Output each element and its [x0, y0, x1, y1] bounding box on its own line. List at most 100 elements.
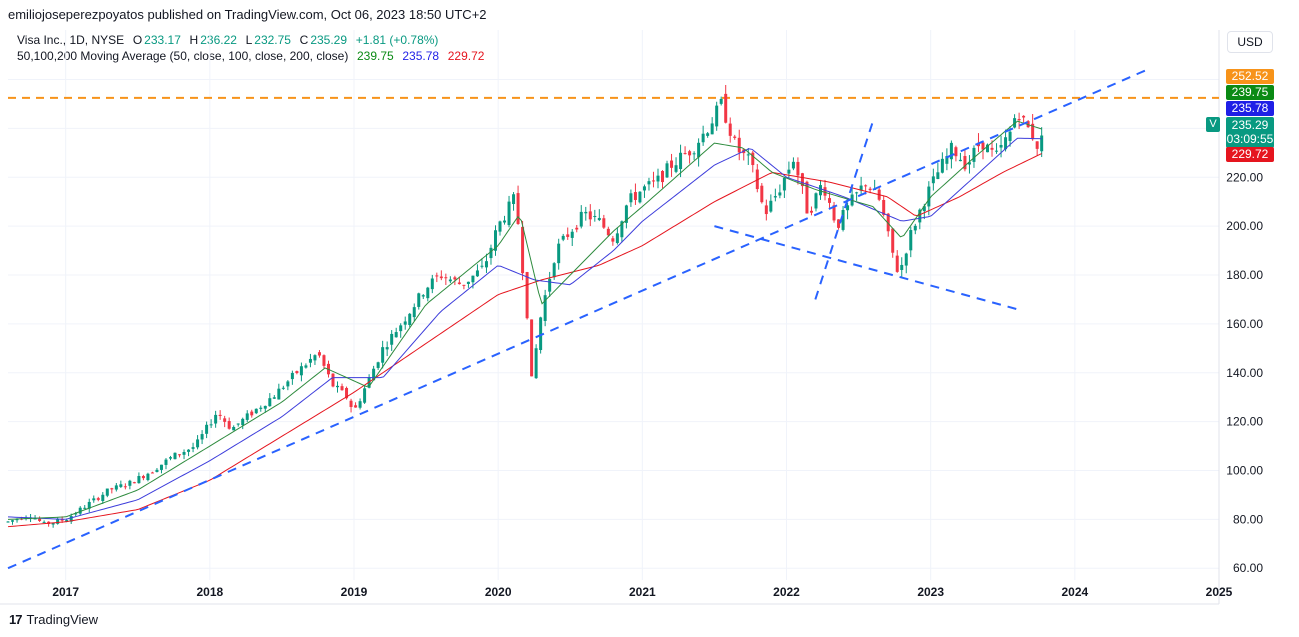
candle-body — [724, 93, 728, 123]
last-price-tag: 235.29 03:09:55 — [1226, 117, 1274, 148]
candle-body — [417, 293, 421, 307]
candle-body — [141, 476, 145, 479]
footer-brand[interactable]: 17 TradingView — [9, 612, 98, 627]
candle-body — [642, 186, 646, 191]
candle-body — [922, 206, 926, 212]
candle-body — [430, 278, 434, 290]
candle-body — [697, 142, 701, 158]
candle-body — [272, 397, 276, 399]
candle-body — [475, 270, 479, 277]
legend-open-label: O — [132, 33, 143, 47]
candle-body — [931, 176, 935, 184]
candle-body — [800, 173, 804, 187]
candle-body — [345, 387, 349, 399]
y-tick-label: 100.00 — [1226, 463, 1263, 477]
candle-body — [403, 321, 407, 325]
currency-selector[interactable]: USD — [1227, 31, 1273, 53]
candle-body — [227, 421, 231, 429]
candle-body — [119, 484, 123, 487]
legend-open-value: 233.17 — [144, 33, 181, 47]
tradingview-logo-icon: 17 — [9, 612, 23, 627]
legend-ma: 50,100,200 Moving Average (50, close, 10… — [17, 49, 486, 63]
candle-body — [462, 284, 466, 286]
level-price-tag: 252.52 — [1226, 69, 1274, 84]
candle-body — [1040, 135, 1044, 152]
candle-body — [191, 447, 195, 449]
candle-body — [954, 147, 958, 157]
candle-body — [737, 137, 741, 153]
candle-body — [818, 185, 822, 196]
candle-body — [615, 233, 619, 244]
candle-body — [250, 411, 254, 416]
candle-body — [313, 355, 317, 361]
candle-body — [232, 426, 236, 431]
candle-body — [155, 469, 159, 472]
legend-low-value: 232.75 — [254, 33, 291, 47]
candle-body — [651, 180, 655, 182]
candle-body — [376, 362, 380, 368]
candle-body — [105, 488, 109, 496]
legend-ma-label[interactable]: 50,100,200 Moving Average (50, close, 10… — [17, 49, 349, 63]
candle-body — [42, 521, 46, 523]
candle-body — [123, 486, 127, 488]
legend-close-value: 235.29 — [310, 33, 348, 47]
candle-body — [178, 454, 182, 456]
candle-body — [96, 498, 100, 500]
candle-body — [832, 205, 836, 221]
legend-ohlc: Visa Inc., 1D, NYSE O 233.17 H 236.22 L 232… — [17, 33, 440, 47]
candle-body — [868, 188, 872, 191]
candle-body — [1004, 137, 1008, 150]
candle-body — [570, 231, 574, 238]
candle-body — [886, 213, 890, 232]
candle-body — [796, 161, 800, 176]
candle-body — [372, 368, 376, 381]
candle-body — [552, 263, 556, 278]
candle-body — [209, 424, 213, 426]
candle-body — [381, 347, 385, 363]
candle-body — [390, 333, 394, 345]
candle-body — [543, 295, 547, 321]
candle-body — [670, 160, 674, 168]
candle-body — [913, 225, 917, 231]
candle-body — [940, 158, 944, 173]
candle-body — [354, 405, 358, 408]
candle-body — [114, 485, 118, 490]
candle-body — [286, 381, 290, 387]
candle-body — [958, 159, 962, 162]
trendline-1 — [7, 68, 1148, 570]
candle-body — [168, 457, 172, 459]
candle-body — [259, 407, 263, 409]
candle-body — [904, 253, 908, 266]
candle-body — [408, 313, 412, 325]
y-tick-label: 160.00 — [1226, 317, 1263, 331]
candle-body — [110, 488, 114, 490]
candle-body — [74, 513, 78, 515]
candle-body — [516, 193, 520, 225]
candle-body — [891, 228, 895, 253]
candle-body — [661, 171, 665, 183]
candle-body — [132, 482, 136, 484]
candle-body — [1035, 141, 1039, 149]
legend-symbol[interactable]: Visa Inc., 1D, NYSE — [17, 33, 125, 47]
candle-body — [855, 192, 859, 194]
candle-body — [218, 414, 222, 416]
legend-change: +1.81 (+0.78%) — [355, 33, 439, 47]
candle-body — [60, 518, 64, 521]
candle-body — [236, 423, 240, 425]
candle-body — [263, 405, 267, 409]
candle-body — [701, 133, 705, 143]
y-tick-label: 180.00 — [1226, 268, 1263, 282]
candle-body — [647, 181, 651, 185]
candle-body — [809, 210, 813, 213]
candle-body — [787, 169, 791, 174]
x-tick-label: 2025 — [1206, 585, 1233, 599]
candle-body — [471, 275, 475, 283]
candle-body — [277, 388, 281, 400]
candle-body — [268, 398, 272, 407]
trendline-2 — [714, 225, 1018, 311]
candle-body — [805, 181, 809, 214]
candle-body — [363, 388, 367, 403]
ma50-line — [7, 120, 1042, 520]
candle-body — [882, 199, 886, 215]
